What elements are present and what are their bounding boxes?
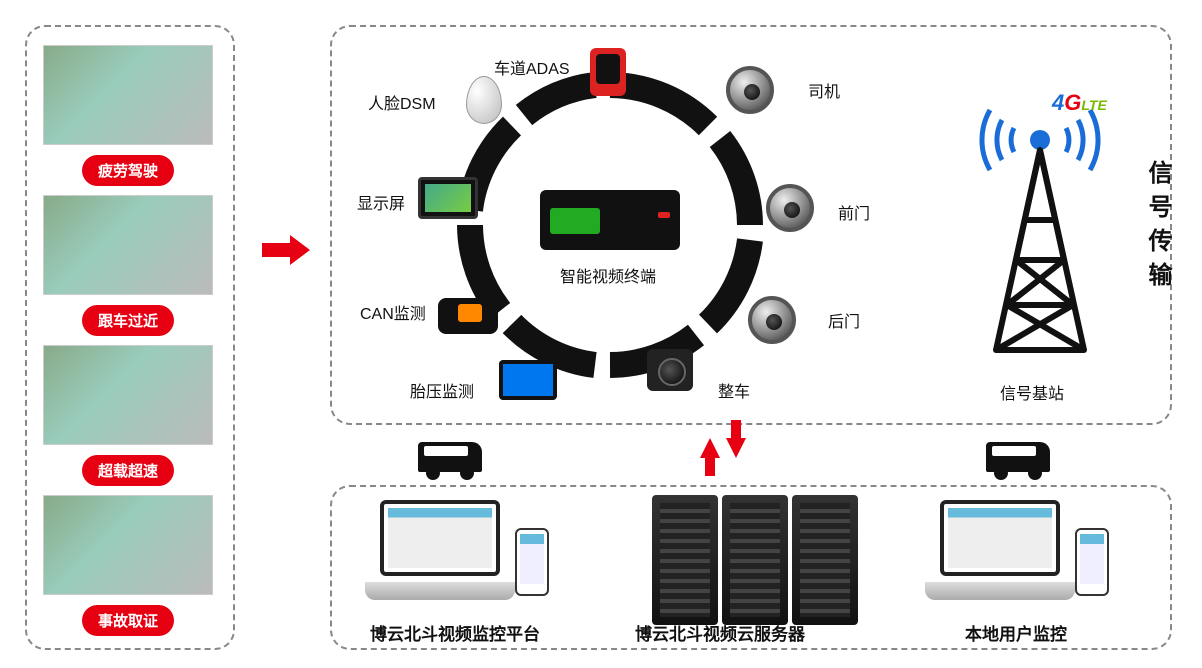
scenario-row-following: 跟车过近 bbox=[43, 195, 213, 336]
scenario-badge-overload: 超载超速 bbox=[82, 455, 174, 486]
seg-label-driver: 司机 bbox=[808, 78, 840, 102]
bus-left-icon bbox=[418, 442, 482, 472]
seg-label-front: 前门 bbox=[838, 200, 870, 224]
tower-label: 信号基站 bbox=[1000, 380, 1064, 404]
dsm-sensor-icon bbox=[454, 70, 514, 130]
seg-label-tpms: 胎压监测 bbox=[410, 378, 474, 402]
bottom-label-platform: 博云北斗视频监控平台 bbox=[370, 620, 540, 645]
seg-label-dsm: 人脸DSM bbox=[368, 90, 436, 114]
bus-right-icon bbox=[986, 442, 1050, 472]
scenario-photo-fatigue bbox=[43, 45, 213, 145]
signal-tower-icon: 4GLTE bbox=[960, 100, 1120, 360]
seg-label-whole: 整车 bbox=[718, 378, 750, 402]
scenario-badge-fatigue: 疲劳驾驶 bbox=[82, 155, 174, 186]
seg-label-rear: 后门 bbox=[828, 308, 860, 332]
dome-camera-icon bbox=[742, 290, 802, 350]
scenario-photo-accident bbox=[43, 495, 213, 595]
box-camera-icon bbox=[640, 340, 700, 400]
bottom-label-servers: 博云北斗视频云服务器 bbox=[635, 620, 805, 645]
seg-label-can: CAN监测 bbox=[360, 300, 426, 324]
monitoring-platform-icon bbox=[365, 500, 515, 600]
updown-arrows-icon bbox=[700, 438, 746, 463]
signal-transmission-label: 信号传输 bbox=[1140, 160, 1175, 296]
scenario-row-fatigue: 疲劳驾驶 bbox=[43, 45, 213, 186]
tpms-monitor-icon bbox=[498, 350, 558, 410]
dome-camera-icon bbox=[760, 178, 820, 238]
can-dashboard-icon bbox=[438, 286, 498, 346]
scenario-photo-following bbox=[43, 195, 213, 295]
scenario-photo-overload bbox=[43, 345, 213, 445]
cloud-servers-icon bbox=[650, 495, 860, 630]
dvr-hub-icon bbox=[540, 190, 680, 250]
hub-label: 智能视频终端 bbox=[560, 263, 656, 287]
scenario-badge-accident: 事故取证 bbox=[82, 605, 174, 636]
scenario-badge-following: 跟车过近 bbox=[82, 305, 174, 336]
scenario-row-overload: 超载超速 bbox=[43, 345, 213, 486]
adas-camera-icon bbox=[578, 42, 638, 102]
local-monitoring-icon bbox=[925, 500, 1075, 600]
dome-camera-icon bbox=[720, 60, 780, 120]
seg-label-display: 显示屏 bbox=[357, 190, 405, 214]
scenario-row-accident: 事故取证 bbox=[43, 495, 213, 636]
bottom-label-local: 本地用户监控 bbox=[965, 620, 1067, 645]
display-screen-icon bbox=[418, 168, 478, 228]
